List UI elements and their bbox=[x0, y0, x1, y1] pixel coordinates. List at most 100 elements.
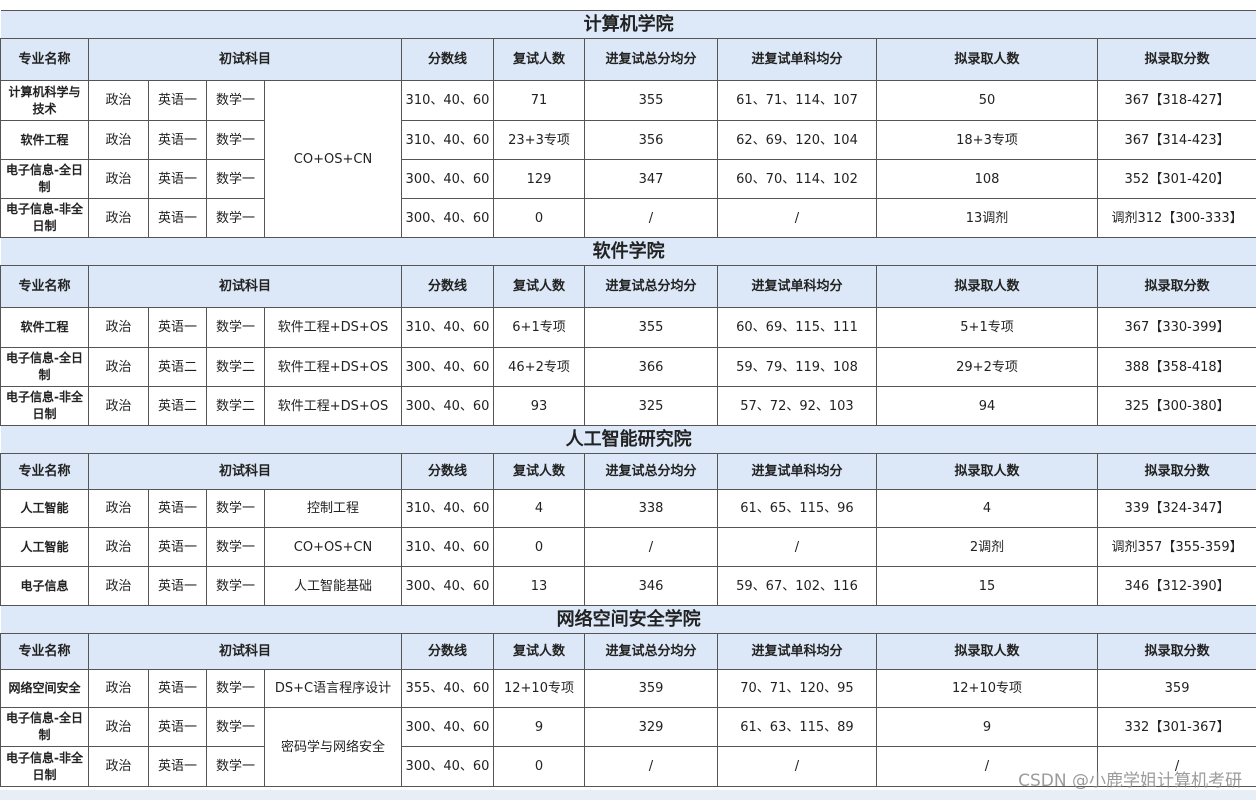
cutoff-score: 300、40、60 bbox=[401, 707, 494, 747]
section-title-row: 软件学院 bbox=[0, 237, 1256, 266]
subject-english: 英语一 bbox=[148, 120, 207, 160]
cutoff-score: 300、40、60 bbox=[401, 347, 494, 387]
header-cutoff: 分数线 bbox=[401, 38, 494, 81]
retest-count: 12+10专项 bbox=[493, 669, 585, 708]
table-row: 计算机科学与技术 政治 英语一 数学一 CO+OS+CN 310、40、60 71 355 61… bbox=[0, 80, 1256, 238]
table-row: 电子信息-非全日制 政治 英语一 数学一 300、40、60 0// / / bbox=[0, 746, 1256, 787]
subject-math: 数学一 bbox=[206, 566, 265, 606]
table-row: 电子信息-全日制 政治 英语一 数学一 密码学与网络安全 300、40、60 9 329 61、… bbox=[0, 707, 1256, 787]
cutoff-score: 300、40、60 bbox=[401, 159, 494, 199]
major-name: 软件工程 bbox=[0, 307, 89, 348]
avg-total-score: 329 bbox=[584, 707, 718, 747]
header-retest-count: 复试人数 bbox=[493, 633, 585, 670]
major-name: 人工智能 bbox=[0, 527, 89, 567]
retest-count: 23+3专项 bbox=[493, 120, 585, 160]
major-name: 软件工程 bbox=[0, 120, 89, 160]
section-title: 网络空间安全学院 bbox=[0, 605, 1256, 634]
admit-score: 调剂357【355-359】 bbox=[1096, 527, 1256, 567]
avg-total-score: 346 bbox=[584, 566, 718, 606]
header-avg-single: 进复试单科均分 bbox=[717, 453, 877, 490]
subject-math: 数学一 bbox=[206, 527, 265, 567]
header-major: 专业名称 bbox=[0, 453, 89, 490]
section-title: 计算机学院 bbox=[0, 10, 1256, 39]
major-name: 电子信息-非全日制 bbox=[0, 198, 89, 238]
subject-politics: 政治 bbox=[88, 198, 149, 238]
avg-single-scores: 61、71、114、107 bbox=[717, 80, 877, 121]
cutoff-score: 310、40、60 bbox=[401, 527, 494, 567]
header-avg-total: 进复试总分均分 bbox=[584, 265, 718, 308]
cutoff-score: 300、40、60 bbox=[401, 198, 494, 238]
retest-count: 71 bbox=[493, 80, 585, 121]
avg-total-score: 355 bbox=[584, 80, 718, 121]
admit-count: 29+2专项 bbox=[876, 347, 1098, 387]
avg-single-scores: 60、69、115、111 bbox=[717, 307, 877, 348]
section-title: 人工智能研究院 bbox=[0, 425, 1256, 454]
header-admit-count: 拟录取人数 bbox=[876, 265, 1098, 308]
subject-math: 数学一 bbox=[206, 707, 265, 747]
admit-count: 94 bbox=[876, 386, 1098, 426]
header-admit-count: 拟录取人数 bbox=[876, 38, 1098, 81]
admit-score: 367【318-427】 bbox=[1096, 80, 1256, 121]
header-cutoff: 分数线 bbox=[401, 453, 494, 490]
avg-total-score: 366 bbox=[584, 347, 718, 387]
header-cutoff: 分数线 bbox=[401, 633, 494, 670]
subject-politics: 政治 bbox=[88, 120, 149, 160]
subject-math: 数学一 bbox=[206, 669, 265, 708]
major-name: 电子信息-全日制 bbox=[0, 159, 89, 199]
subject-politics: 政治 bbox=[88, 307, 149, 348]
header-admit-count: 拟录取人数 bbox=[876, 453, 1098, 490]
table-row: 电子信息-全日制 政治 英语一 数学一 300、40、60 129 347 60、70、114… bbox=[0, 159, 1256, 199]
header-avg-single: 进复试单科均分 bbox=[717, 265, 877, 308]
admission-table-container: 计算机学院 专业名称 初试科目 分数线 复试人数 进复试总分均分 进复试单科均分 拟录取人数拟… bbox=[0, 10, 1256, 787]
subject-math: 数学一 bbox=[206, 307, 265, 348]
header-admit-score: 拟录取分数 bbox=[1096, 38, 1256, 81]
avg-single-scores: / bbox=[717, 198, 877, 238]
subject-english: 英语一 bbox=[148, 707, 207, 747]
avg-single-scores: 59、67、102、116 bbox=[717, 566, 877, 606]
subject-math: 数学一 bbox=[206, 746, 265, 787]
header-cutoff: 分数线 bbox=[401, 265, 494, 308]
admission-table: 计算机学院 专业名称 初试科目 分数线 复试人数 进复试总分均分 进复试单科均分 拟录取人数拟… bbox=[0, 10, 1256, 787]
admit-score: 367【330-399】 bbox=[1096, 307, 1256, 348]
table-row: 软件工程 政治 英语一 数学一 软件工程+DS+OS 310、40、60 6+1专项 355 6… bbox=[0, 307, 1256, 348]
cutoff-score: 310、40、60 bbox=[401, 80, 494, 121]
subject-politics: 政治 bbox=[88, 669, 149, 708]
subject-math: 数学二 bbox=[206, 386, 265, 426]
header-retest-count: 复试人数 bbox=[493, 38, 585, 81]
admit-count: 9 bbox=[876, 707, 1098, 747]
subject-professional: 软件工程+DS+OS bbox=[264, 347, 402, 387]
header-exam-subjects: 初试科目 bbox=[88, 265, 402, 308]
section-title-row: 网络空间安全学院 bbox=[0, 605, 1256, 634]
avg-total-score: 355 bbox=[584, 307, 718, 348]
admit-count: / bbox=[876, 746, 1098, 787]
subject-english: 英语一 bbox=[148, 80, 207, 121]
retest-count: 93 bbox=[493, 386, 585, 426]
admit-score: 346【312-390】 bbox=[1096, 566, 1256, 606]
header-avg-total: 进复试总分均分 bbox=[584, 453, 718, 490]
subject-math: 数学一 bbox=[206, 159, 265, 199]
cutoff-score: 310、40、60 bbox=[401, 307, 494, 348]
header-retest-count: 复试人数 bbox=[493, 265, 585, 308]
table-row: 软件工程 政治 英语一 数学一 310、40、60 23+3专项 356 62、69、120、… bbox=[0, 120, 1256, 160]
avg-total-score: / bbox=[584, 746, 718, 787]
subject-professional: CO+OS+CN bbox=[264, 80, 402, 238]
subject-politics: 政治 bbox=[88, 746, 149, 787]
header-major: 专业名称 bbox=[0, 633, 89, 670]
subject-math: 数学一 bbox=[206, 489, 265, 528]
subject-english: 英语一 bbox=[148, 159, 207, 199]
table-row: 人工智能 政治 英语一 数学一 CO+OS+CN 310、40、60 0//2调剂 调剂357… bbox=[0, 527, 1256, 567]
avg-total-score: / bbox=[584, 198, 718, 238]
retest-count: 4 bbox=[493, 489, 585, 528]
avg-total-score: 347 bbox=[584, 159, 718, 199]
subject-politics: 政治 bbox=[88, 566, 149, 606]
cutoff-score: 355、40、60 bbox=[401, 669, 494, 708]
major-name: 电子信息-非全日制 bbox=[0, 746, 89, 787]
cutoff-score: 300、40、60 bbox=[401, 386, 494, 426]
subject-english: 英语一 bbox=[148, 746, 207, 787]
major-name: 电子信息-全日制 bbox=[0, 707, 89, 747]
subject-english: 英语一 bbox=[148, 307, 207, 348]
retest-count: 0 bbox=[493, 527, 585, 567]
avg-total-score: 356 bbox=[584, 120, 718, 160]
header-admit-score: 拟录取分数 bbox=[1096, 633, 1256, 670]
cutoff-score: 300、40、60 bbox=[401, 746, 494, 787]
